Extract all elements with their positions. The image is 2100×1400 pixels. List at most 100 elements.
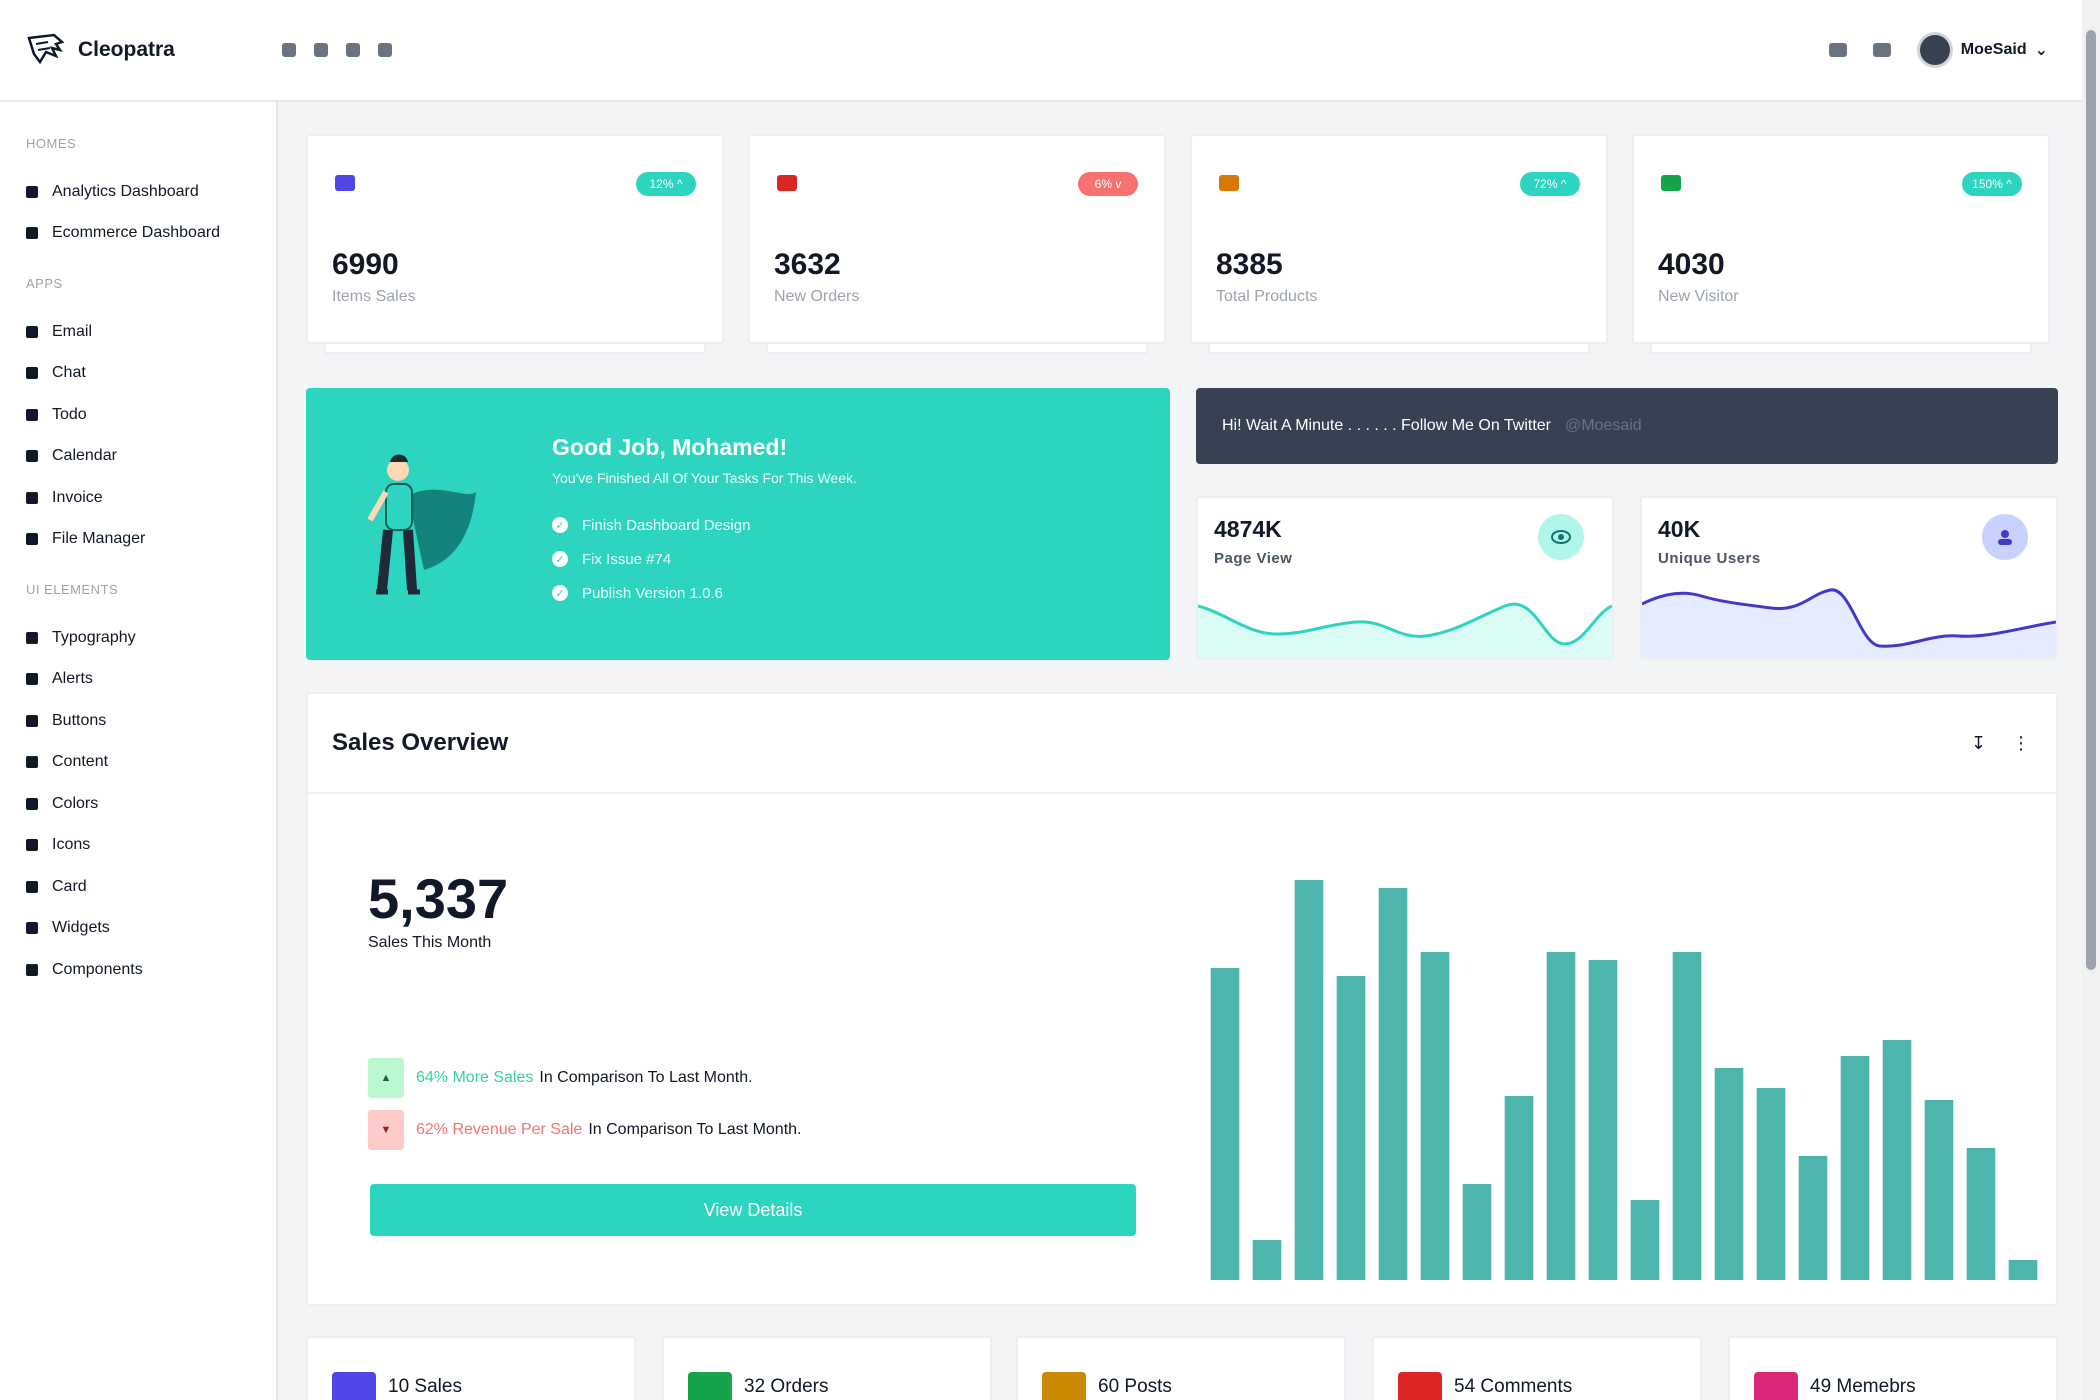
widget-icon	[26, 922, 38, 935]
sidebar-item-label: Alerts	[52, 670, 93, 688]
comparison-down-text: In Comparison To Last Month.	[588, 1121, 802, 1138]
star-icon	[26, 839, 38, 852]
palette-icon	[26, 797, 38, 810]
stat-trend-badge: 6% v	[1078, 172, 1138, 196]
sidebar-item-label: Buttons	[52, 711, 107, 729]
sidebar-item-label: Typography	[52, 628, 136, 646]
chat-icon	[26, 367, 38, 380]
users-icon	[1661, 175, 1681, 191]
sidebar-item-label: Ecommerce Dashboard	[52, 224, 221, 242]
summary-card-label: 10 Sales	[388, 1376, 462, 1397]
notifications-icon[interactable]	[1872, 43, 1891, 57]
chart-bar	[1798, 1156, 1828, 1280]
view-details-button[interactable]: View Details	[370, 1184, 1136, 1236]
user-menu[interactable]: MoeSaid ⌄	[1916, 32, 2048, 68]
more-vertical-icon[interactable]: ⋮	[2012, 732, 2030, 753]
summary-card-label: 60 Posts	[1098, 1376, 1172, 1397]
brand-name: Cleopatra	[78, 38, 175, 61]
sidebar-item-calendar[interactable]: Calendar	[26, 436, 276, 478]
summary-card-label: 49 Memebrs	[1810, 1376, 1916, 1397]
scrollbar-thumb[interactable]	[2086, 30, 2096, 970]
task-label: Fix Issue #74	[582, 550, 672, 568]
messages-icon[interactable]	[1828, 43, 1847, 57]
chart-bar	[1882, 1040, 1912, 1280]
brand-logo[interactable]: Cleopatra	[26, 32, 276, 68]
card-icon	[26, 880, 38, 893]
stat-card-stack-shadow	[1208, 344, 1590, 354]
store-icon	[777, 175, 797, 191]
chevron-down-icon: ⌄	[2034, 42, 2048, 59]
folder-icon	[26, 533, 38, 546]
eye-icon	[1538, 514, 1584, 560]
top-header: Cleopatra MoeSaid ⌄	[0, 0, 2082, 102]
copy-icon[interactable]	[314, 43, 328, 57]
sidebar-item-components[interactable]: Components	[26, 949, 276, 991]
chart-bar	[1378, 888, 1408, 1280]
sidebar-item-analytics-dashboard[interactable]: Analytics Dashboard	[26, 171, 276, 213]
sidebar-item-card[interactable]: Card	[26, 866, 276, 908]
good-job-subtitle: You've Finished All Of Your Tasks For Th…	[552, 470, 857, 486]
sales-icon	[332, 1372, 376, 1400]
arrow-up-icon: ▲	[368, 1058, 404, 1098]
sidebar-item-content[interactable]: Content	[26, 742, 276, 784]
sidebar-item-label: Card	[52, 877, 87, 895]
task-label: Publish Version 1.0.6	[582, 584, 723, 602]
stat-card-items-sales: 12% ^ 6990 Items Sales	[306, 134, 724, 344]
summary-card-label: 32 Orders	[744, 1376, 829, 1397]
chart-bar	[1714, 1068, 1744, 1280]
task-item: ✓ Publish Version 1.0.6	[552, 576, 750, 610]
sidebar: HOMES Analytics Dashboard Ecommerce Dashbo…	[0, 102, 278, 1400]
stat-label: Items Sales	[332, 288, 416, 305]
stat-value: 8385	[1216, 248, 1283, 281]
header-right: MoeSaid ⌄	[1828, 32, 2048, 68]
sidebar-item-widgets[interactable]: Widgets	[26, 908, 276, 950]
comparison-up: ▲ 64% More Sales In Comparison To Last M…	[368, 1058, 753, 1098]
stat-value: 3632	[774, 248, 841, 281]
sidebar-item-label: Todo	[52, 405, 87, 423]
task-item: ✓ Finish Dashboard Design	[552, 508, 750, 542]
check-icon: ✓	[552, 517, 568, 533]
chart-bar	[1588, 960, 1618, 1280]
twitter-handle-link[interactable]: @Moesaid	[1564, 417, 1642, 434]
sidebar-item-label: Components	[52, 960, 143, 978]
archive-icon[interactable]	[378, 43, 392, 57]
chart-icon	[26, 185, 38, 198]
stat-value: 4030	[1658, 248, 1725, 281]
sidebar-item-todo[interactable]: Todo	[26, 394, 276, 436]
invoice-icon	[26, 491, 38, 504]
chart-bar	[1420, 952, 1450, 1280]
sidebar-item-buttons[interactable]: Buttons	[26, 700, 276, 742]
comparison-up-highlight: 64% More Sales	[416, 1069, 534, 1086]
unique-users-value: 40K	[1658, 516, 1701, 542]
page-view-value: 4874K	[1214, 516, 1282, 542]
sidebar-item-label: Content	[52, 753, 109, 771]
members-icon	[1754, 1372, 1798, 1400]
upload-icon[interactable]	[282, 43, 296, 57]
settings-icon[interactable]	[346, 43, 360, 57]
sidebar-item-alerts[interactable]: Alerts	[26, 659, 276, 701]
stat-label: New Visitor	[1658, 288, 1739, 305]
summary-card-4: 54 Comments	[1372, 1336, 1702, 1400]
sidebar-item-file-manager[interactable]: File Manager	[26, 519, 276, 561]
unique-users-card: 40K Unique Users	[1640, 496, 2058, 660]
stat-card-stack-shadow	[324, 344, 706, 354]
page-scrollbar[interactable]	[2082, 0, 2100, 1400]
chart-bar	[1840, 1056, 1870, 1280]
sidebar-item-label: Invoice	[52, 488, 103, 506]
collapse-icon[interactable]: ↧	[1970, 732, 1986, 753]
sidebar-item-ecommerce-dashboard[interactable]: Ecommerce Dashboard	[26, 213, 276, 255]
sidebar-item-email[interactable]: Email	[26, 311, 276, 353]
sitemap-icon	[1219, 175, 1239, 191]
stat-card-stack-shadow	[1650, 344, 2032, 354]
stat-card-new-orders: 6% v 3632 New Orders	[748, 134, 1166, 344]
sidebar-item-typography[interactable]: Typography	[26, 617, 276, 659]
sidebar-item-colors[interactable]: Colors	[26, 783, 276, 825]
page-view-label: Page View	[1214, 550, 1293, 567]
sidebar-item-chat[interactable]: Chat	[26, 353, 276, 395]
chart-bar	[1756, 1088, 1786, 1280]
sidebar-item-invoice[interactable]: Invoice	[26, 477, 276, 519]
sidebar-item-icons[interactable]: Icons	[26, 825, 276, 867]
chart-bar	[1294, 880, 1324, 1280]
chart-bar	[1630, 1200, 1660, 1280]
chart-bar	[1336, 976, 1366, 1280]
